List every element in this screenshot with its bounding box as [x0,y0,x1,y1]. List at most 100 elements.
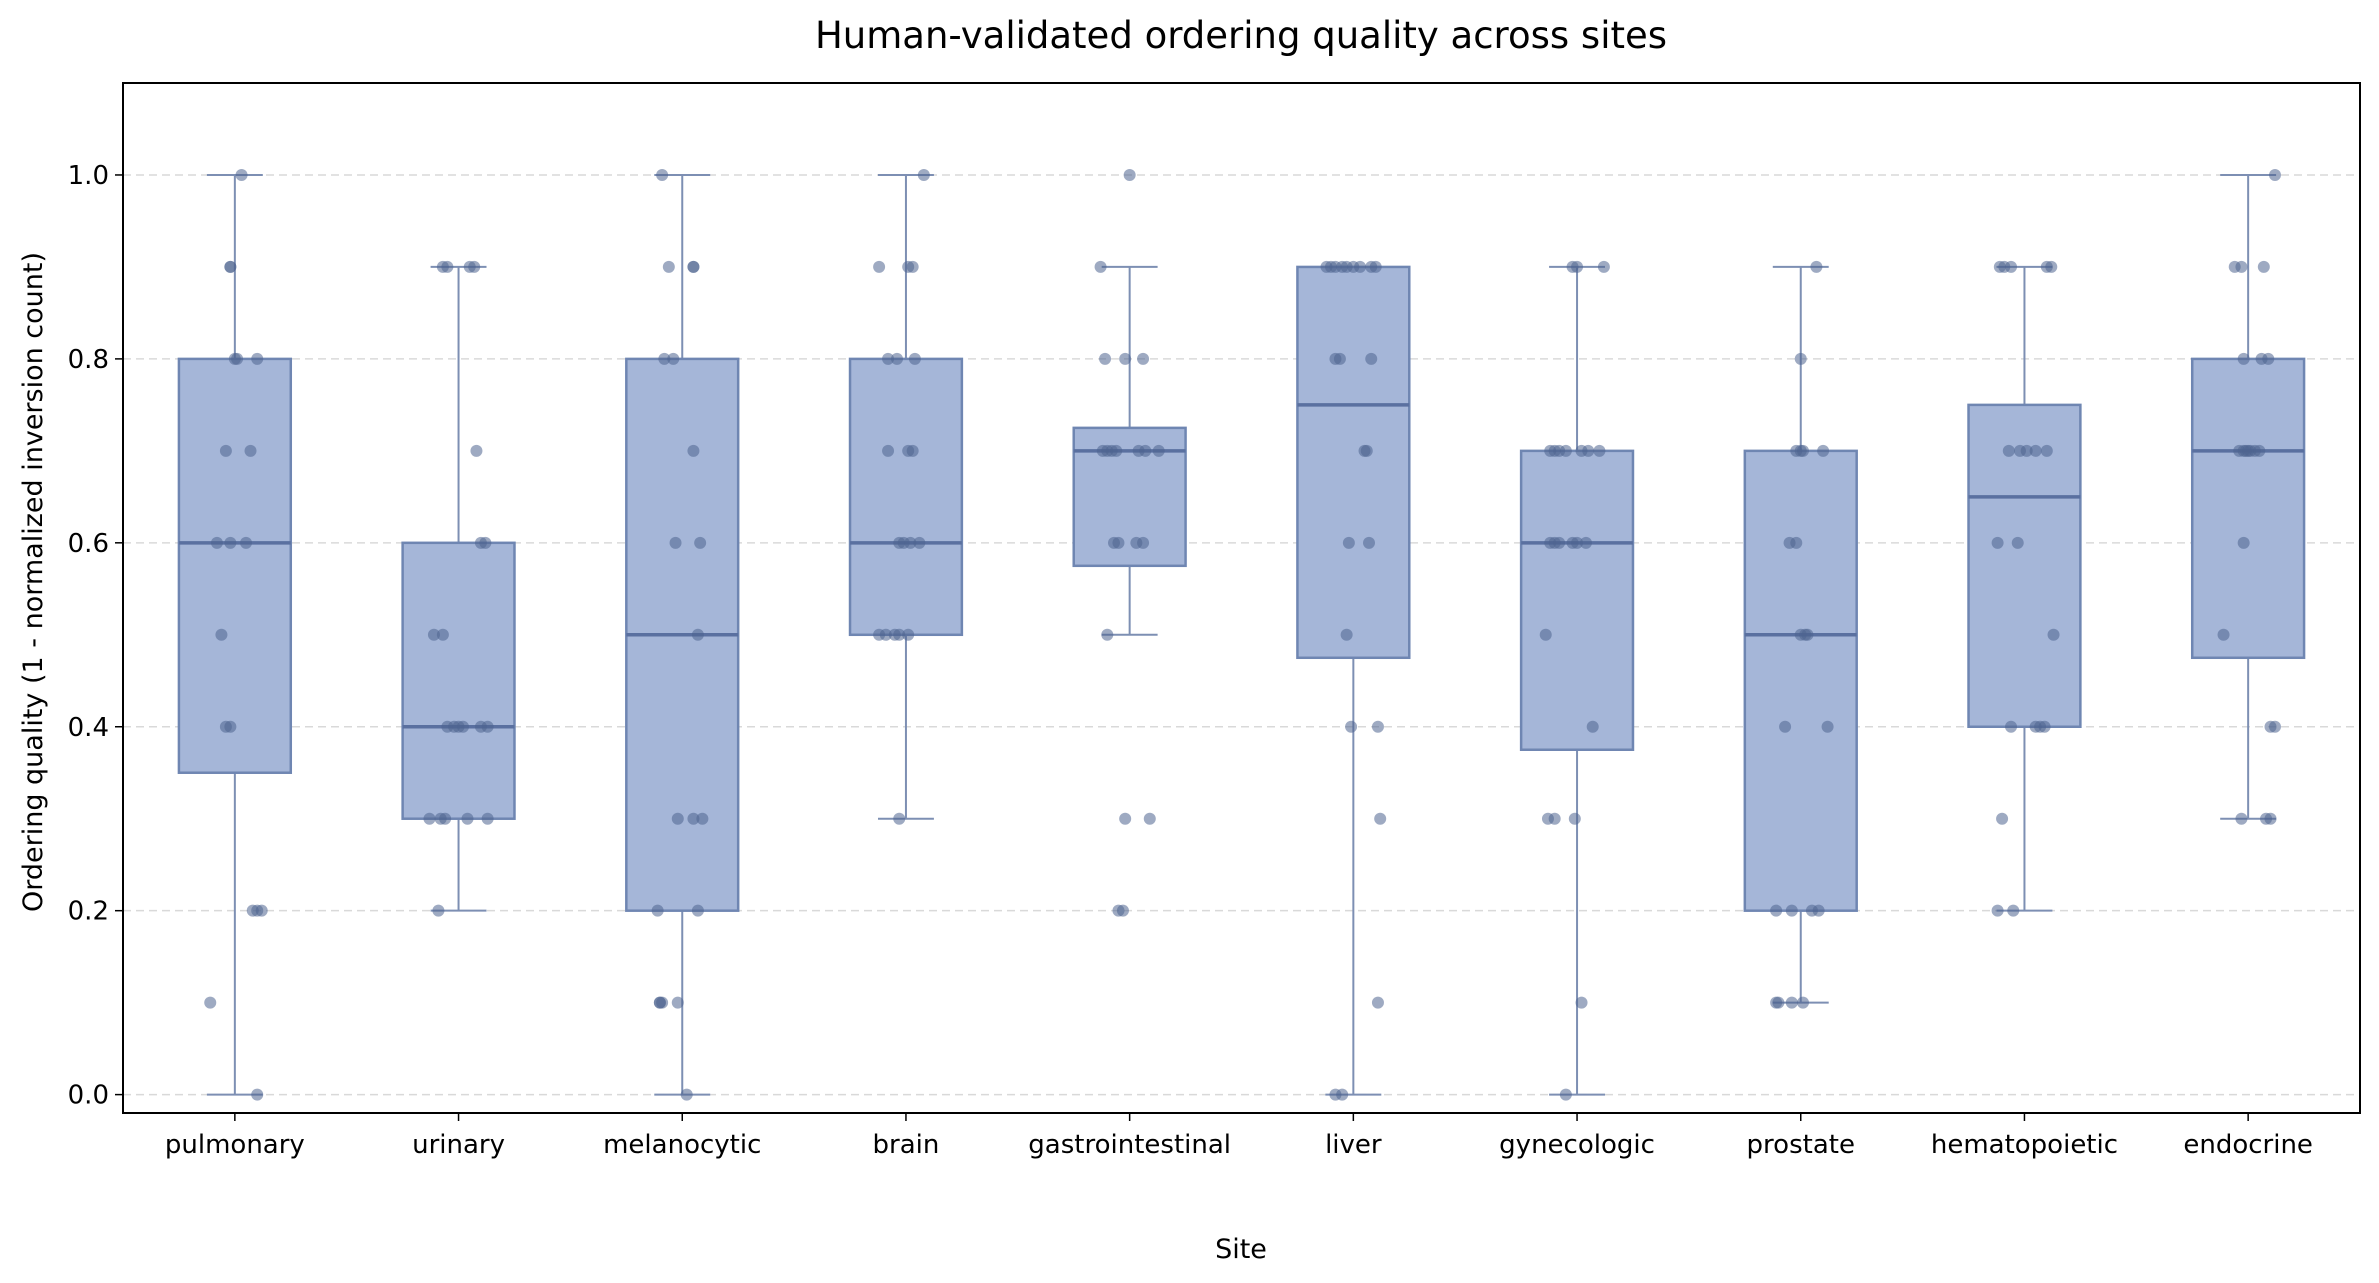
data-point [1568,812,1581,825]
x-tick-label: hematopoietic [1931,1130,2118,1160]
data-point [2029,444,2042,457]
data-point [1790,536,1803,549]
data-point [1152,444,1165,457]
data-point [906,260,919,273]
data-point [687,812,700,825]
data-point [2005,260,2018,273]
data-point [671,812,684,825]
x-tick-label: brain [873,1130,940,1160]
data-point [671,996,684,1009]
data-point [231,352,244,365]
data-point [1119,812,1132,825]
data-point [244,444,257,457]
data-point [1365,352,1378,365]
data-point [439,812,452,825]
box-urinary [401,541,516,820]
data-point [893,812,906,825]
data-point [694,536,707,549]
data-point [1991,904,2004,917]
box-prostate [1743,449,1858,912]
data-point [902,628,915,641]
data-point [1597,260,1610,273]
data-point [2257,260,2270,273]
x-tick-label: endocrine [2183,1130,2313,1160]
data-point [1559,444,1572,457]
chart-title: Human-validated ordering quality across … [815,14,1667,57]
x-tick-label: liver [1325,1130,1382,1160]
x-tick-label: melanocytic [603,1130,761,1160]
data-point [2005,720,2018,733]
y-tick-label: 1.0 [68,161,109,191]
data-point [882,352,895,365]
data-point [423,812,436,825]
data-point [2268,168,2281,181]
data-point [1801,628,1814,641]
y-tick-label: 0.2 [68,897,109,927]
data-point [908,352,921,365]
y-axis-ticks: 0.0 0.2 0.4 0.6 0.8 1.0 [68,161,123,1111]
data-points [204,168,2281,1101]
data-point [1345,720,1358,733]
data-point [204,996,217,1009]
data-point [457,720,470,733]
data-point [436,628,449,641]
data-point [680,1088,693,1101]
data-point [1139,444,1152,457]
data-point [1371,996,1384,1009]
data-point [251,904,264,917]
data-point [1553,536,1566,549]
data-point [667,352,680,365]
data-point [1539,628,1552,641]
data-point [1772,996,1785,1009]
data-point [235,168,248,181]
data-point [696,812,709,825]
data-point [882,444,895,457]
data-point [2020,444,2033,457]
box-endocrine [2190,357,2306,660]
data-point [1785,904,1798,917]
data-point [215,628,228,641]
y-tick-label: 0.6 [68,529,109,559]
x-axis-title: Site [1215,1234,1267,1265]
data-point [1586,720,1599,733]
data-point [1991,536,2004,549]
data-point [1559,1088,1572,1101]
data-point [1796,996,1809,1009]
data-point [1143,812,1156,825]
data-point [1119,352,1132,365]
data-point [2047,628,2060,641]
x-tick-label: gastrointestinal [1028,1130,1231,1160]
y-tick-label: 0.4 [68,713,109,743]
data-point [1116,904,1129,917]
data-point [893,628,906,641]
y-axis-title: Ordering quality (1 - normalized inversi… [18,252,49,912]
data-point [1363,536,1376,549]
data-point [913,536,926,549]
data-point [2045,260,2058,273]
data-point [1371,720,1384,733]
data-point [2011,536,2024,549]
data-point [479,536,492,549]
x-tick-label: gynecologic [1499,1130,1655,1160]
data-point [210,536,223,549]
data-point [2038,720,2051,733]
data-point [1333,352,1346,365]
data-point [1579,536,1592,549]
data-point [251,352,264,365]
data-point [1374,812,1387,825]
data-point [2235,260,2248,273]
data-point [2040,444,2053,457]
data-point [1336,1088,1349,1101]
data-point [2237,536,2250,549]
data-point [1342,536,1355,549]
data-point [1112,536,1125,549]
data-point [2237,352,2250,365]
data-point [2253,444,2266,457]
data-point [1812,904,1825,917]
data-point [2007,904,2020,917]
data-point [240,536,253,549]
x-tick-label: urinary [412,1130,505,1160]
data-point [691,904,704,917]
data-point [224,720,237,733]
data-point [873,260,886,273]
